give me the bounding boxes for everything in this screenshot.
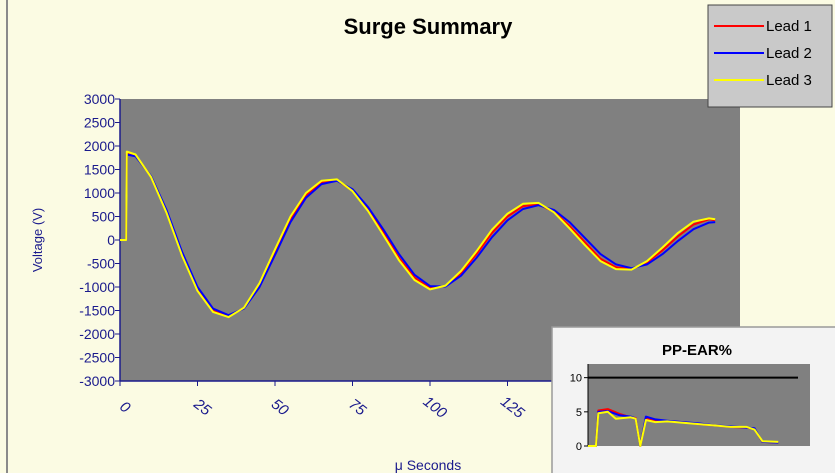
pp-ear-inset-chart: PP-EAR% 10 5 0 — [551, 326, 835, 473]
y-tick-label: 1500 — [84, 162, 115, 178]
y-tick-label: -2500 — [79, 350, 115, 366]
y-tick-label: 1000 — [84, 185, 115, 201]
inset-y-tick-label: 5 — [576, 407, 582, 419]
x-tick-label: 75 — [345, 396, 369, 420]
x-axis-title: μ Seconds — [395, 457, 461, 473]
y-tick-label: -500 — [87, 256, 115, 272]
y-tick-label: -1500 — [79, 303, 115, 319]
inset-y-tick-label: 0 — [576, 441, 582, 453]
inset-series-layer — [588, 376, 798, 447]
x-tick-label: 25 — [190, 395, 215, 420]
y-tick-label: 500 — [92, 209, 116, 225]
y-tick-label: 3000 — [84, 91, 115, 107]
y-tick-label: 2000 — [84, 138, 115, 154]
window-edge — [6, 0, 8, 473]
y-tick-label: 2500 — [84, 115, 115, 131]
y-tick-label: -1000 — [79, 279, 115, 295]
legend-label: Lead 3 — [766, 72, 812, 89]
inset-title: PP-EAR% — [662, 342, 732, 359]
legend-box — [707, 4, 833, 108]
series-line-lead-2 — [120, 153, 716, 317]
inset-y-tick-label: 10 — [570, 373, 582, 385]
y-tick-label: -3000 — [79, 373, 115, 389]
inset-plot-area — [588, 364, 810, 446]
legend-label: Lead 2 — [766, 45, 812, 62]
y-tick-label: 0 — [107, 232, 115, 248]
x-tick-label: 50 — [268, 396, 292, 420]
y-tick-label: -2000 — [79, 326, 115, 342]
legend-label: Lead 1 — [766, 18, 812, 35]
x-tick-label: 0 — [116, 398, 134, 417]
inset-series-line-3 — [588, 410, 779, 447]
x-tick-label: 100 — [420, 393, 451, 422]
chart-title: Surge Summary — [344, 14, 513, 39]
legend: Lead 1 Lead 2 Lead 3 — [707, 4, 833, 108]
series-line-lead-3 — [120, 150, 716, 319]
y-axis-title: Voltage (V) — [30, 208, 45, 272]
series-layer — [120, 150, 716, 319]
x-tick-label: 125 — [497, 393, 528, 422]
y-axis: 3000 2500 2000 1500 1000 500 0 -500 -1000 -1500 -2… — [79, 91, 121, 389]
